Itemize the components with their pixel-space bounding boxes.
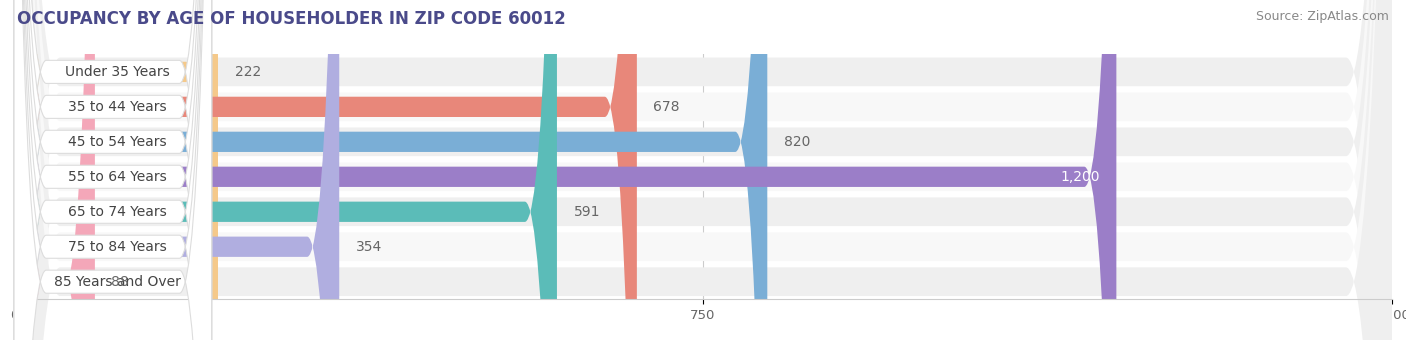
FancyBboxPatch shape (14, 0, 1392, 340)
FancyBboxPatch shape (14, 0, 1392, 340)
FancyBboxPatch shape (14, 0, 211, 340)
FancyBboxPatch shape (14, 0, 211, 340)
FancyBboxPatch shape (14, 0, 211, 340)
Text: OCCUPANCY BY AGE OF HOUSEHOLDER IN ZIP CODE 60012: OCCUPANCY BY AGE OF HOUSEHOLDER IN ZIP C… (17, 10, 565, 28)
FancyBboxPatch shape (14, 0, 1116, 340)
Text: 55 to 64 Years: 55 to 64 Years (67, 170, 167, 184)
FancyBboxPatch shape (14, 0, 1392, 340)
Text: 591: 591 (574, 205, 600, 219)
FancyBboxPatch shape (14, 0, 1392, 340)
FancyBboxPatch shape (14, 0, 211, 340)
Text: Source: ZipAtlas.com: Source: ZipAtlas.com (1256, 10, 1389, 23)
FancyBboxPatch shape (14, 0, 211, 340)
Text: 75 to 84 Years: 75 to 84 Years (67, 240, 167, 254)
Text: 678: 678 (654, 100, 681, 114)
Text: 45 to 54 Years: 45 to 54 Years (67, 135, 167, 149)
FancyBboxPatch shape (14, 0, 637, 340)
Text: 1,200: 1,200 (1060, 170, 1099, 184)
FancyBboxPatch shape (14, 0, 211, 340)
FancyBboxPatch shape (14, 0, 1392, 340)
FancyBboxPatch shape (14, 0, 1392, 340)
FancyBboxPatch shape (14, 0, 211, 340)
FancyBboxPatch shape (14, 0, 339, 340)
Text: 85 Years and Over: 85 Years and Over (53, 275, 181, 289)
Text: 35 to 44 Years: 35 to 44 Years (67, 100, 167, 114)
FancyBboxPatch shape (14, 0, 1392, 340)
Text: 65 to 74 Years: 65 to 74 Years (67, 205, 167, 219)
Text: 88: 88 (111, 275, 129, 289)
Text: Under 35 Years: Under 35 Years (65, 65, 170, 79)
FancyBboxPatch shape (14, 0, 768, 340)
Text: 222: 222 (235, 65, 260, 79)
FancyBboxPatch shape (14, 0, 218, 340)
Text: 354: 354 (356, 240, 382, 254)
Text: 820: 820 (783, 135, 810, 149)
FancyBboxPatch shape (14, 0, 94, 340)
FancyBboxPatch shape (14, 0, 557, 340)
